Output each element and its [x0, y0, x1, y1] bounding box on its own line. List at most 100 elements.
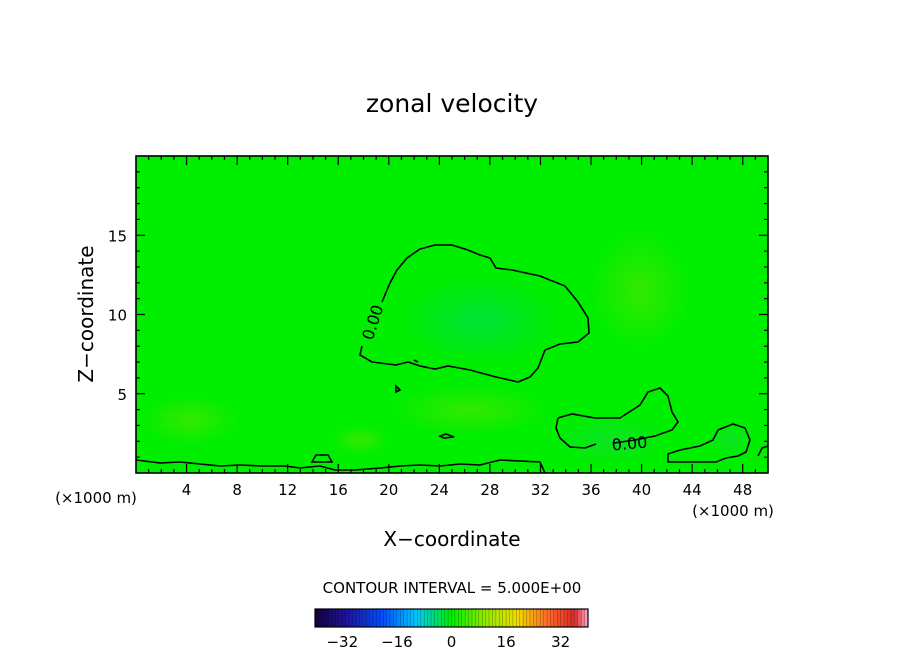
- colorbar-swatch: [567, 609, 572, 627]
- colorbar-swatch: [478, 609, 483, 627]
- colorbar-swatch: [335, 609, 340, 627]
- colorbar-swatch: [564, 609, 568, 627]
- x-tick-label: 32: [531, 481, 550, 499]
- contour-interval-text: CONTOUR INTERVAL = 5.000E+00: [323, 579, 582, 597]
- contour-line-bottom: [136, 459, 546, 473]
- colorbar-swatch: [400, 609, 405, 627]
- colorbar-swatch: [523, 609, 527, 627]
- colorbar-swatch: [482, 609, 486, 627]
- x-tick-label: 20: [379, 481, 398, 499]
- colorbar-swatch: [475, 609, 480, 627]
- colorbar-tick-label: 16: [497, 633, 516, 651]
- colorbar-swatch: [506, 609, 510, 627]
- x-unit-label-left: (×1000 m): [55, 489, 137, 507]
- colorbar-swatch: [471, 609, 476, 627]
- colorbar-swatch: [366, 609, 370, 627]
- y-axis-ticks: [136, 171, 768, 458]
- contour-line-small: [757, 445, 768, 457]
- colorbar-swatch: [345, 609, 350, 627]
- chart-title: zonal velocity: [366, 89, 538, 118]
- colorbar-swatch: [325, 609, 329, 627]
- colorbar-swatch: [396, 609, 401, 627]
- colorbar-swatch: [553, 609, 558, 627]
- colorbar-swatch: [485, 609, 490, 627]
- colorbar-swatch: [526, 609, 531, 627]
- x-tick-label: 16: [329, 481, 348, 499]
- colorbar-swatch: [468, 609, 473, 627]
- colorbar-swatch: [355, 609, 360, 627]
- colorbar-swatch: [352, 609, 357, 627]
- colorbar-tick-labels: −32 −16 0 16 32: [326, 633, 570, 651]
- x-tick-label: 40: [632, 481, 651, 499]
- colorbar-swatch: [315, 609, 319, 627]
- colorbar-swatch: [338, 609, 343, 627]
- field-shade: [400, 275, 560, 365]
- colorbar-swatch: [434, 609, 439, 627]
- colorbar-swatch: [516, 609, 521, 627]
- x-tick-label: 28: [480, 481, 499, 499]
- y-axis-tick-labels: 5 10 15: [108, 227, 127, 404]
- colorbar-swatch: [427, 609, 432, 627]
- colorbar-swatch: [359, 609, 364, 627]
- colorbar-swatch: [417, 609, 422, 627]
- colorbar-swatch: [373, 609, 377, 627]
- colorbar-swatch: [502, 609, 507, 627]
- colorbar-swatch: [454, 609, 459, 627]
- colorbar-swatch: [560, 609, 565, 627]
- colorbar-swatch: [495, 609, 500, 627]
- contour-line-lower: [555, 387, 679, 449]
- x-tick-label: 44: [683, 481, 702, 499]
- colorbar-swatch: [369, 609, 374, 627]
- colorbar-swatch: [321, 609, 326, 627]
- x-tick-label: 24: [430, 481, 449, 499]
- y-tick-label: 15: [108, 227, 127, 245]
- colorbar-tick-label: 0: [447, 633, 457, 651]
- colorbar-swatch: [379, 609, 384, 627]
- colorbar-swatch: [458, 609, 463, 627]
- colorbar-swatch: [581, 609, 585, 627]
- colorbar-swatch: [328, 609, 333, 627]
- contour-line-small: [395, 384, 402, 394]
- field-shade: [140, 395, 240, 445]
- colorbar-swatch: [492, 609, 497, 627]
- colorbar-swatch: [441, 609, 445, 627]
- colorbar-swatch: [424, 609, 428, 627]
- x-tick-label: 36: [581, 481, 600, 499]
- field-shade: [590, 230, 690, 350]
- colorbar-swatch: [499, 609, 503, 627]
- field-shade: [330, 425, 390, 455]
- plot-area: [136, 156, 768, 473]
- contour-lines: [136, 244, 768, 473]
- x-tick-label: 48: [733, 481, 752, 499]
- x-unit-label-right: (×1000 m): [692, 502, 774, 520]
- contour-line-small: [437, 433, 455, 439]
- colorbar-swatch: [536, 609, 541, 627]
- colorbar-swatch: [410, 609, 415, 627]
- colorbar-swatch: [437, 609, 442, 627]
- contour-line-small: [310, 454, 334, 463]
- colorbar-swatch: [420, 609, 425, 627]
- colorbar-swatch: [318, 609, 323, 627]
- y-tick-label: 10: [108, 307, 127, 325]
- colorbar-swatch: [577, 609, 582, 627]
- colorbar-swatch: [519, 609, 524, 627]
- x-axis-tick-labels: 4 8 12 16 20 24 28 32 36 40 44 48: [182, 481, 752, 499]
- colorbar-swatch: [509, 609, 514, 627]
- colorbar-swatch: [390, 609, 394, 627]
- contour-line-upper: [359, 244, 590, 383]
- colorbar-swatch: [349, 609, 353, 627]
- colorbar-swatch: [403, 609, 408, 627]
- colorbar-swatch: [342, 609, 347, 627]
- colorbar-swatch: [407, 609, 411, 627]
- colorbar-swatch: [386, 609, 391, 627]
- y-tick-label: 5: [117, 386, 127, 404]
- colorbar-frame: [314, 608, 589, 628]
- colorbar-swatch: [431, 609, 435, 627]
- colorbar-tick-label: −16: [381, 633, 413, 651]
- colorbar-swatch: [570, 609, 575, 627]
- colorbar-tick-label: 32: [551, 633, 570, 651]
- colorbar-swatch: [332, 609, 336, 627]
- colorbar-swatch: [543, 609, 548, 627]
- contour-line-small: [413, 359, 419, 363]
